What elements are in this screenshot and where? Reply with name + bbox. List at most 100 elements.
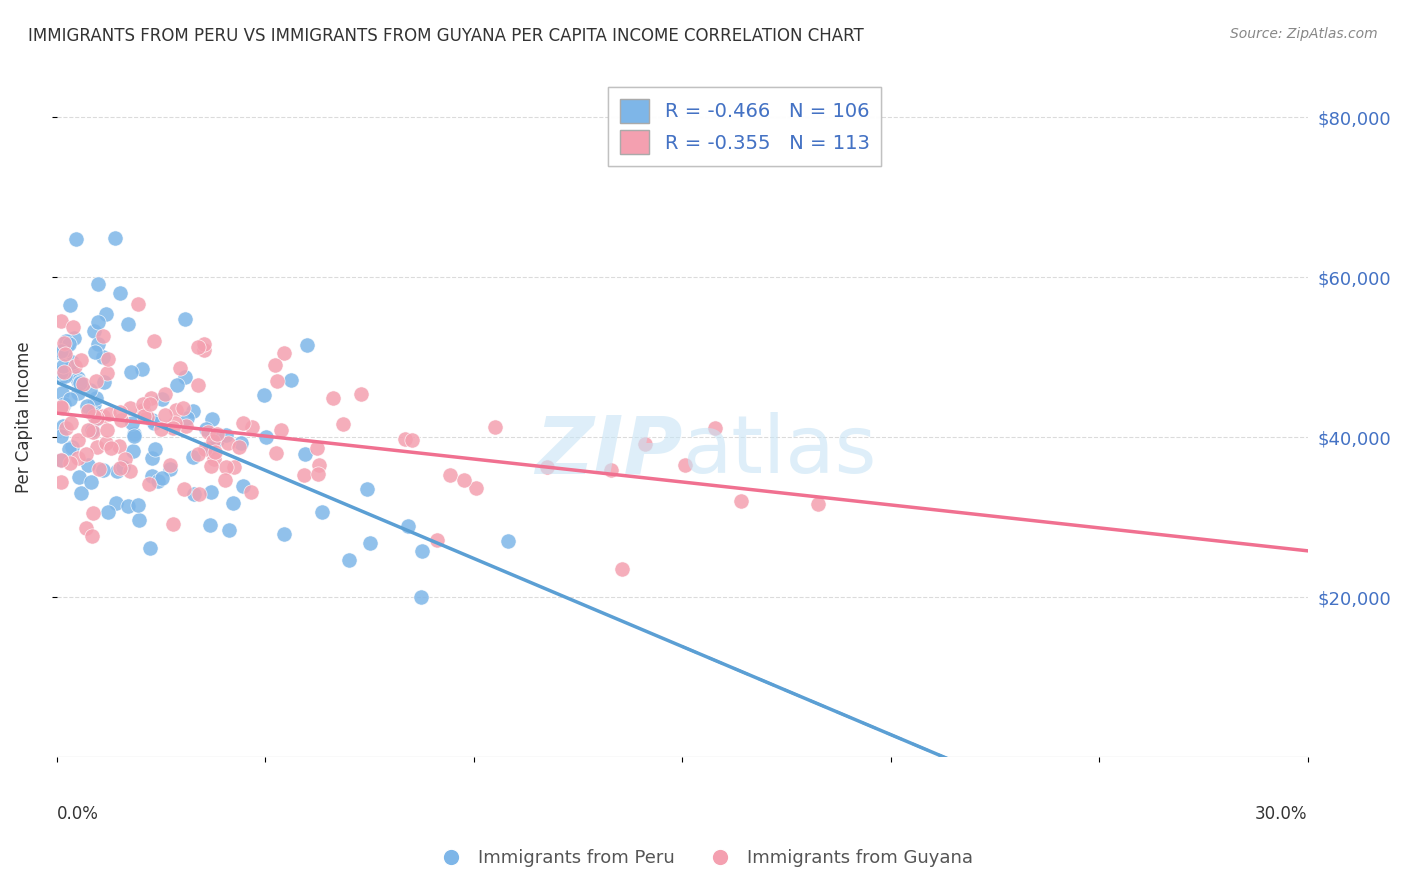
- Point: [82, 506, 104, 520]
- Point: [169, 360, 191, 375]
- Point: [91, 462, 114, 476]
- Point: [49, 453, 72, 467]
- Point: [52, 418, 75, 433]
- Point: [229, 436, 252, 450]
- Point: [181, 404, 204, 418]
- Point: [132, 409, 155, 423]
- Point: [86, 441, 108, 455]
- Point: [118, 401, 141, 415]
- Point: [84, 391, 107, 405]
- Point: [122, 444, 145, 458]
- Point: [121, 416, 143, 430]
- Point: [91, 409, 114, 424]
- Point: [273, 526, 295, 541]
- Point: [200, 485, 222, 500]
- Point: [100, 441, 122, 455]
- Point: [97, 351, 120, 366]
- Point: [214, 473, 236, 487]
- Point: [117, 317, 139, 331]
- Point: [610, 561, 633, 575]
- Point: [141, 413, 163, 427]
- Point: [254, 430, 277, 444]
- Point: [80, 475, 103, 489]
- Point: [107, 439, 129, 453]
- Point: [83, 409, 105, 424]
- Point: [77, 403, 100, 417]
- Point: [97, 505, 120, 519]
- Point: [63, 331, 86, 345]
- Point: [52, 359, 75, 373]
- Point: [70, 485, 93, 500]
- Point: [201, 412, 224, 426]
- Point: [94, 436, 117, 450]
- Point: [91, 350, 114, 364]
- Text: atlas: atlas: [682, 412, 876, 491]
- Point: [205, 433, 228, 447]
- Point: [166, 378, 188, 392]
- Point: [96, 423, 118, 437]
- Point: [188, 487, 211, 501]
- Point: [122, 429, 145, 443]
- Point: [69, 353, 91, 368]
- Point: [152, 471, 174, 485]
- Point: [66, 450, 89, 465]
- Point: [120, 365, 142, 379]
- Point: [311, 505, 333, 519]
- Point: [176, 410, 198, 425]
- Point: [110, 405, 132, 419]
- Point: [51, 369, 73, 384]
- Point: [82, 528, 104, 542]
- Point: [673, 458, 696, 472]
- Point: [148, 474, 170, 488]
- Point: [409, 590, 432, 604]
- Point: [181, 450, 204, 465]
- Text: 30.0%: 30.0%: [1256, 805, 1308, 823]
- Point: [112, 460, 135, 475]
- Point: [49, 343, 72, 358]
- Point: [273, 346, 295, 360]
- Point: [294, 447, 316, 461]
- Point: [49, 429, 72, 443]
- Point: [201, 434, 224, 448]
- Point: [122, 427, 145, 442]
- Point: [67, 470, 90, 484]
- Point: [187, 340, 209, 354]
- Point: [58, 337, 80, 351]
- Legend: R = -0.466   N = 106, R = -0.355   N = 113: R = -0.466 N = 106, R = -0.355 N = 113: [609, 87, 882, 166]
- Point: [187, 447, 209, 461]
- Point: [75, 447, 97, 461]
- Point: [114, 452, 136, 467]
- Point: [51, 386, 73, 401]
- Point: [58, 442, 80, 456]
- Point: [332, 417, 354, 432]
- Point: [173, 482, 195, 496]
- Point: [222, 496, 245, 510]
- Point: [84, 412, 107, 426]
- Point: [356, 482, 378, 496]
- Point: [104, 230, 127, 244]
- Point: [87, 336, 110, 351]
- Point: [91, 329, 114, 343]
- Point: [110, 413, 132, 427]
- Point: [194, 422, 217, 436]
- Point: [350, 387, 373, 401]
- Point: [49, 400, 72, 414]
- Point: [359, 536, 381, 550]
- Point: [484, 419, 506, 434]
- Point: [59, 457, 82, 471]
- Point: [634, 437, 657, 451]
- Point: [86, 314, 108, 328]
- Point: [66, 374, 89, 388]
- Point: [53, 336, 76, 351]
- Point: [153, 387, 176, 401]
- Point: [194, 442, 217, 456]
- Point: [69, 375, 91, 389]
- Point: [66, 371, 89, 385]
- Point: [394, 432, 416, 446]
- Point: [187, 377, 209, 392]
- Text: Source: ZipAtlas.com: Source: ZipAtlas.com: [1230, 27, 1378, 41]
- Point: [266, 374, 288, 388]
- Point: [108, 286, 131, 301]
- Point: [53, 343, 76, 358]
- Point: [72, 376, 94, 391]
